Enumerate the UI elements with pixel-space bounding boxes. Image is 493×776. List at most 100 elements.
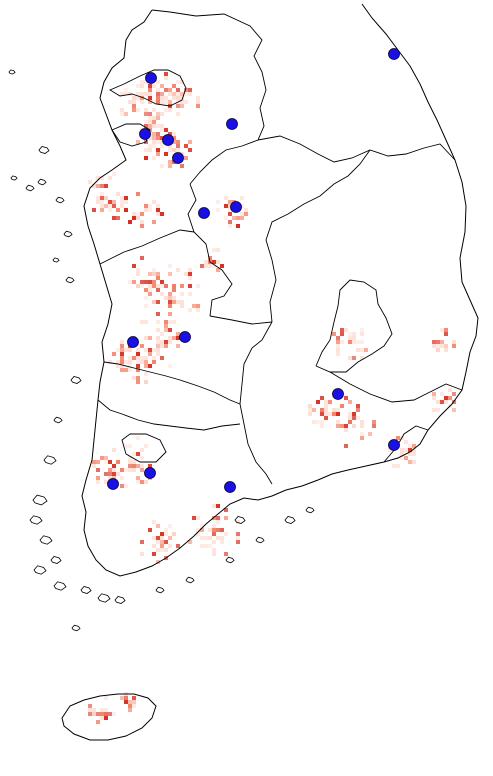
heat-cell [156, 336, 160, 340]
heat-cell [368, 432, 372, 436]
heat-cell [188, 284, 192, 288]
heat-cell [236, 536, 240, 540]
heat-cell [348, 420, 352, 424]
heat-cell [168, 264, 172, 268]
heat-cell [176, 148, 180, 152]
heat-cell [136, 376, 140, 380]
heat-cell [156, 208, 160, 212]
heat-cell [132, 280, 136, 284]
heat-cell [180, 300, 184, 304]
heat-cell [220, 264, 224, 268]
heat-cell [168, 340, 172, 344]
heat-cell [100, 712, 104, 716]
heat-cell [440, 340, 444, 344]
heat-cell [224, 532, 228, 536]
heat-cell [156, 204, 160, 208]
heat-cell [144, 304, 148, 308]
heat-cell [120, 356, 124, 360]
heat-cell [112, 172, 116, 176]
heat-cell [152, 356, 156, 360]
heat-cell [100, 192, 104, 196]
heat-cell [408, 448, 412, 452]
heat-cell [152, 156, 156, 160]
heat-cell [140, 280, 144, 284]
heat-cell [108, 476, 112, 480]
heat-cell [172, 532, 176, 536]
heat-cell [88, 704, 92, 708]
heat-cell [164, 100, 168, 104]
heat-cell [204, 536, 208, 540]
heat-cell [196, 516, 200, 520]
heat-cell [444, 328, 448, 332]
heat-cell [140, 80, 144, 84]
heat-cell [128, 700, 132, 704]
heat-cell [336, 348, 340, 352]
heat-cell [124, 444, 128, 448]
heat-cell [156, 92, 160, 96]
station-marker [144, 467, 156, 479]
heat-cell [340, 340, 344, 344]
heat-cell [212, 532, 216, 536]
heat-cell [340, 404, 344, 408]
heat-cell [124, 112, 128, 116]
heat-cell [156, 112, 160, 116]
heat-cell [140, 256, 144, 260]
heat-cell [140, 320, 144, 324]
heat-cell [104, 184, 108, 188]
heat-cell [128, 444, 132, 448]
heat-cell [408, 452, 412, 456]
heat-cell [152, 520, 156, 524]
heat-cell [136, 268, 140, 272]
heat-cell [152, 280, 156, 284]
heat-cell [120, 360, 124, 364]
heat-cell [152, 136, 156, 140]
heat-cell [440, 328, 444, 332]
heat-cell [92, 460, 96, 464]
station-marker [198, 207, 210, 219]
heat-cell [144, 108, 148, 112]
heat-cell [204, 544, 208, 548]
heat-cell [148, 208, 152, 212]
heat-cell [148, 136, 152, 140]
island-outline [53, 416, 63, 424]
heat-cell [216, 248, 220, 252]
heat-cell [144, 336, 148, 340]
heat-cell [96, 200, 100, 204]
islands [8, 69, 315, 632]
heat-cell [164, 96, 168, 100]
station-marker [388, 48, 400, 60]
heat-cell [436, 400, 440, 404]
heat-cell [400, 448, 404, 452]
heat-cell [112, 200, 116, 204]
heat-cell [168, 544, 172, 548]
heat-cell [160, 136, 164, 140]
heat-cell [188, 268, 192, 272]
island-outline [25, 184, 35, 192]
island-outline [37, 178, 47, 186]
heat-cell [152, 132, 156, 136]
heat-cell [172, 84, 176, 88]
heat-cell [168, 312, 172, 316]
heat-cell [160, 544, 164, 548]
heat-cell [208, 536, 212, 540]
heat-cell [188, 272, 192, 276]
heat-cell [452, 344, 456, 348]
heat-cell [120, 484, 124, 488]
heat-cell [160, 280, 164, 284]
heat-cell [360, 436, 364, 440]
heat-cell [336, 340, 340, 344]
heat-cell [148, 464, 152, 468]
heat-cell [356, 404, 360, 408]
heat-cell [164, 540, 168, 544]
heat-cell [312, 420, 316, 424]
heat-cell [200, 528, 204, 532]
heat-cell [440, 400, 444, 404]
heat-cell [156, 524, 160, 528]
heat-cell [156, 352, 160, 356]
heat-cell [396, 464, 400, 468]
heat-cell [348, 412, 352, 416]
heat-cell [324, 416, 328, 420]
island-outline [52, 257, 60, 263]
heat-cell [144, 156, 148, 160]
heat-cell [92, 208, 96, 212]
